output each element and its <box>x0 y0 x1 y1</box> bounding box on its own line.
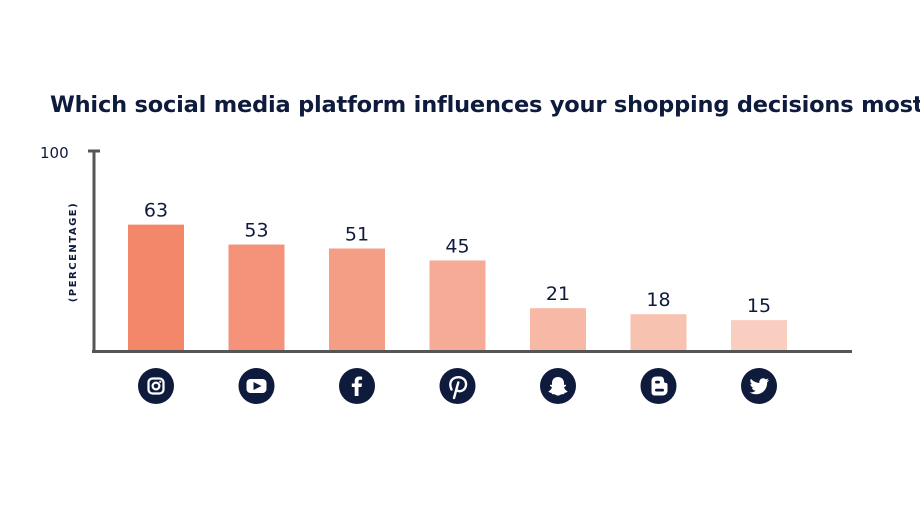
value-label-snapchat: 21 <box>546 283 570 305</box>
instagram-icon <box>138 368 174 404</box>
snapchat-icon <box>540 368 576 404</box>
value-label-pinterest: 45 <box>445 235 469 257</box>
facebook-icon <box>339 368 375 404</box>
bar-snapchat <box>530 308 586 350</box>
y-tick-label-100: 100 <box>40 144 69 162</box>
value-label-twitter: 15 <box>747 295 771 317</box>
platform-icons-group <box>138 368 777 404</box>
bar-blogger <box>630 314 687 350</box>
chart-title: Which social media platform influences y… <box>50 92 920 118</box>
bar-twitter <box>731 320 787 350</box>
bar-pinterest <box>429 260 486 350</box>
value-labels-group: 63 53 51 45 21 18 15 <box>144 200 771 318</box>
bars-group <box>128 224 787 350</box>
y-axis-label: (PERCENTAGE) <box>68 202 79 302</box>
youtube-icon <box>238 368 275 404</box>
bar-facebook <box>329 248 385 350</box>
blogger-icon <box>640 368 677 404</box>
value-label-facebook: 51 <box>345 224 369 246</box>
bar-instagram <box>128 224 184 350</box>
twitter-icon <box>741 368 777 404</box>
value-label-blogger: 18 <box>646 289 670 311</box>
axes-group: 100 (PERCENTAGE) <box>40 144 852 353</box>
pinterest-icon <box>439 368 476 404</box>
value-label-instagram: 63 <box>144 200 168 222</box>
value-label-youtube: 53 <box>244 220 268 242</box>
bar-youtube <box>228 244 285 350</box>
